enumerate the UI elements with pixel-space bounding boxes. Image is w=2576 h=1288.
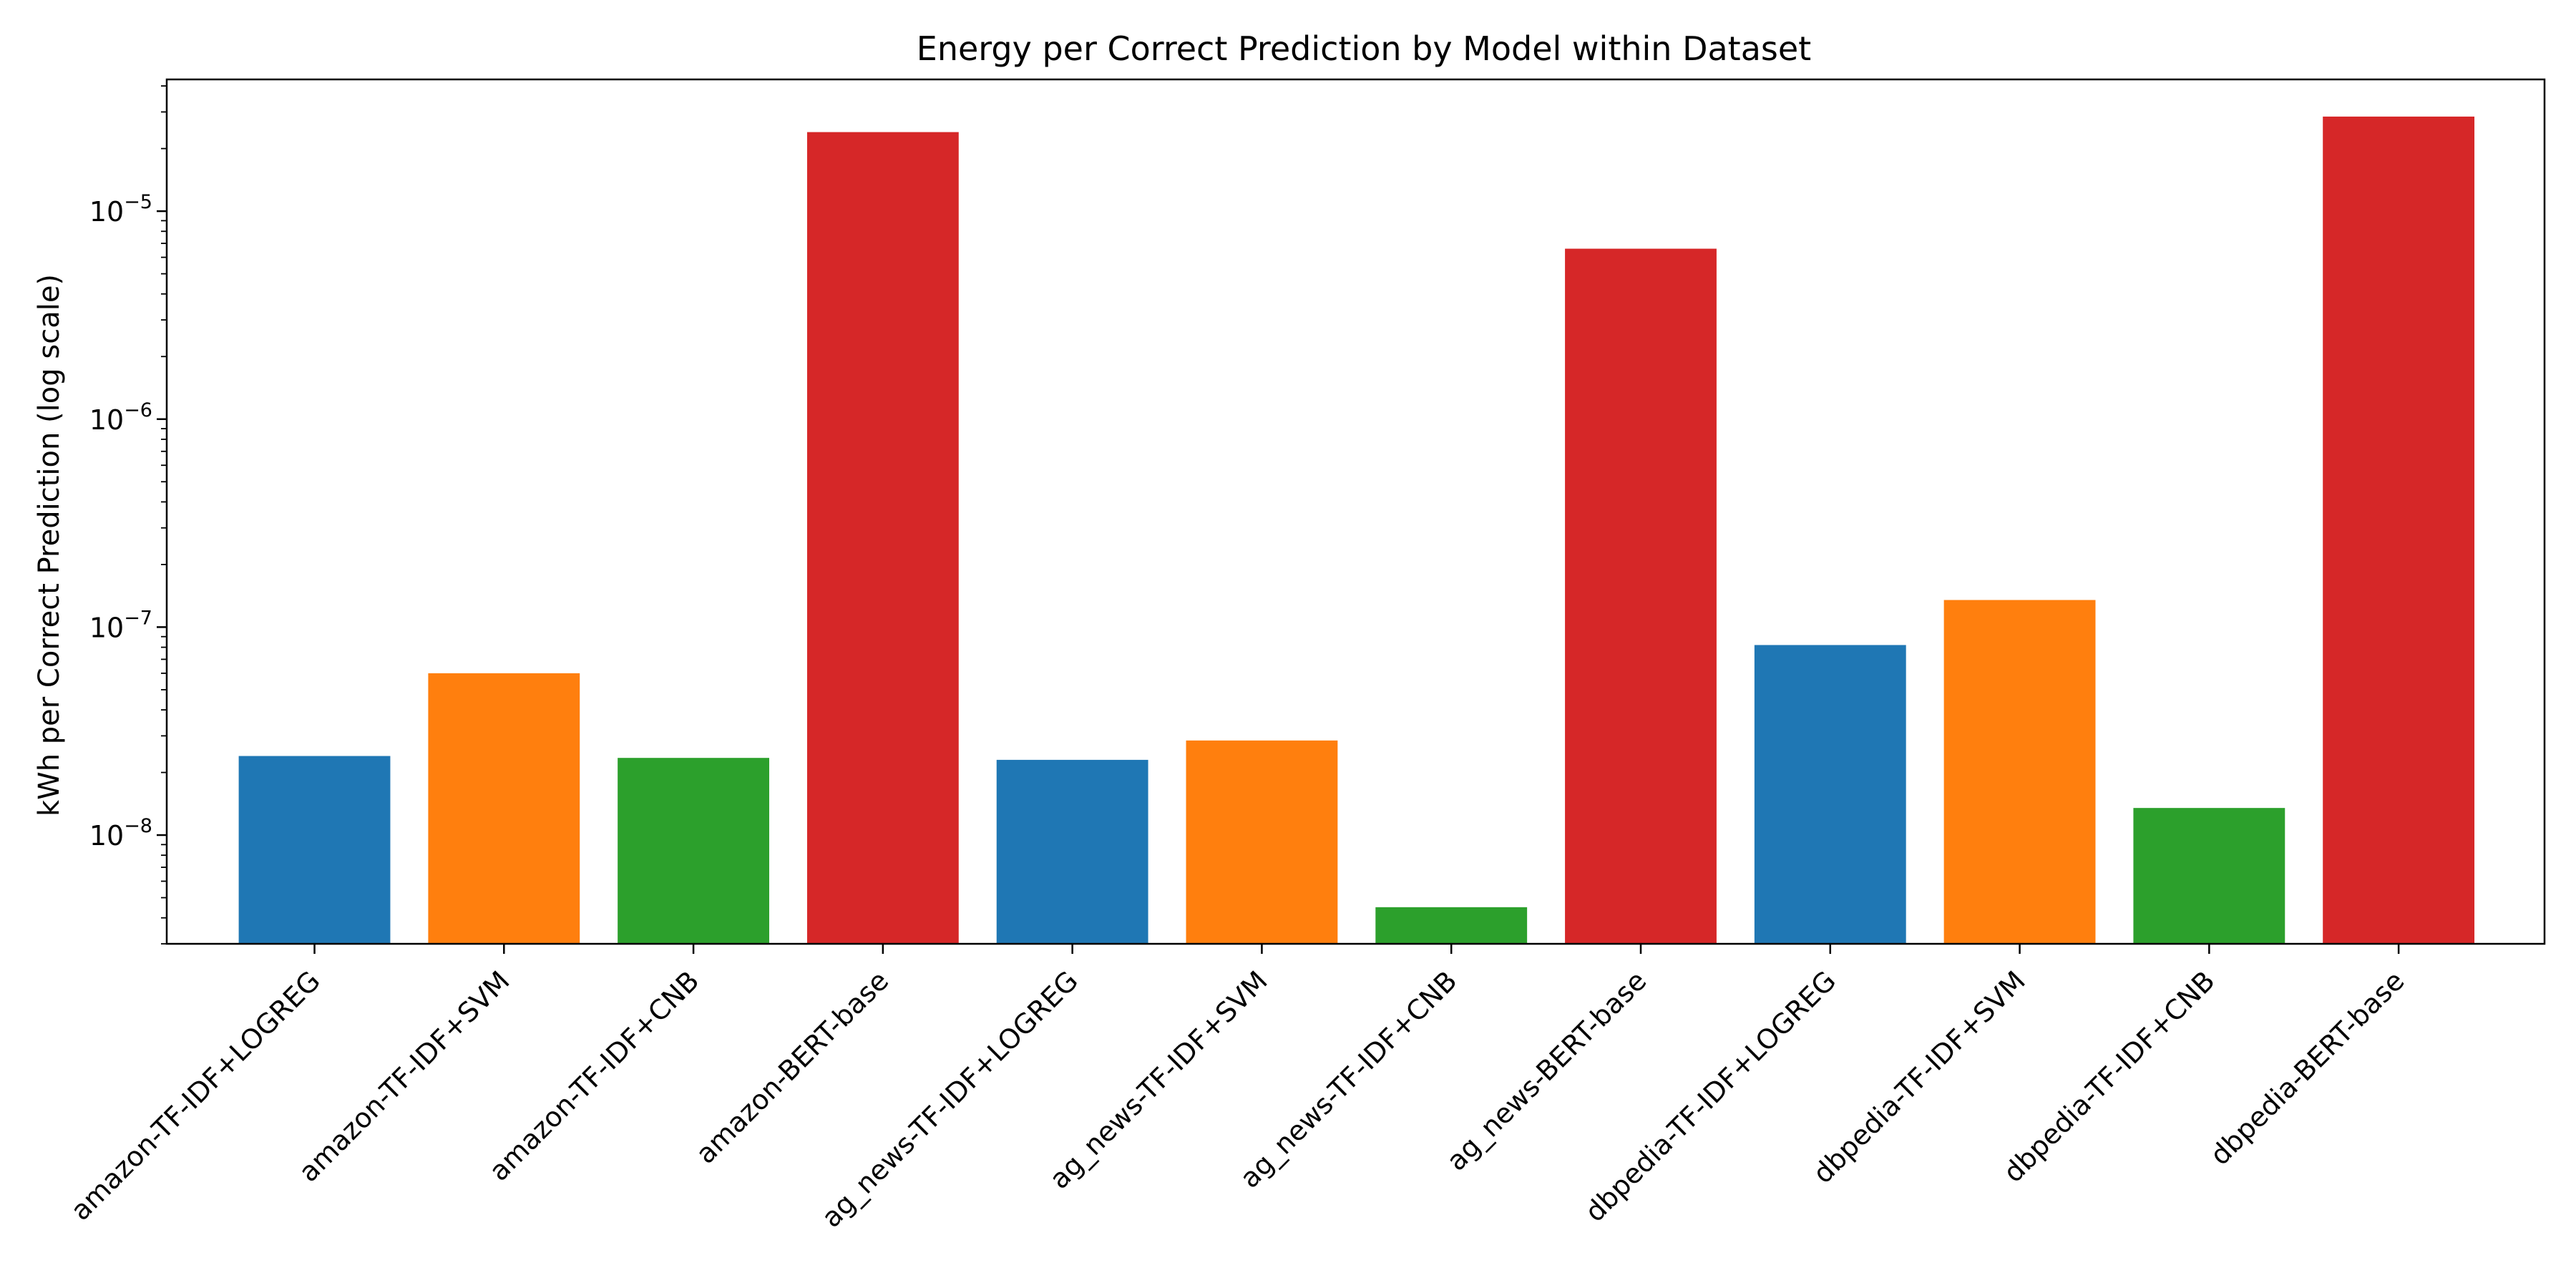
y-axis-label: kWh per Correct Prediction (log scale) [33, 274, 66, 816]
y-tick-label: 10−8 [89, 815, 152, 852]
bar-amazon-BERT-base [806, 132, 959, 944]
bar-dbpedia-TF-IDF+LOGREG [1754, 645, 1906, 944]
bar-ag_news-BERT-base [1565, 248, 1717, 945]
bar-amazon-TF-IDF+SVM [428, 673, 580, 944]
bar-dbpedia-TF-IDF+CNB [2133, 808, 2285, 944]
bar-ag_news-TF-IDF+SVM [1186, 740, 1338, 944]
bar-dbpedia-BERT-base [2323, 116, 2475, 944]
y-axis-ticks: 10−8 10−7 10−6 10−5 [89, 85, 167, 945]
y-tick-label: 10−7 [89, 607, 152, 643]
bar-amazon-TF-IDF+CNB [618, 758, 770, 944]
bar-amazon-TF-IDF+LOGREG [238, 756, 391, 944]
bar-ag_news-TF-IDF+LOGREG [996, 759, 1148, 944]
bar-ag_news-TF-IDF+CNB [1375, 907, 1528, 944]
y-tick-label: 10−6 [89, 399, 152, 436]
plot-area-frame [165, 78, 2546, 945]
chart-title: Energy per Correct Prediction by Model w… [917, 29, 1811, 68]
y-tick-label: 10−5 [89, 191, 152, 228]
bar-dbpedia-TF-IDF+SVM [1943, 600, 2096, 944]
bars-group [238, 116, 2475, 945]
